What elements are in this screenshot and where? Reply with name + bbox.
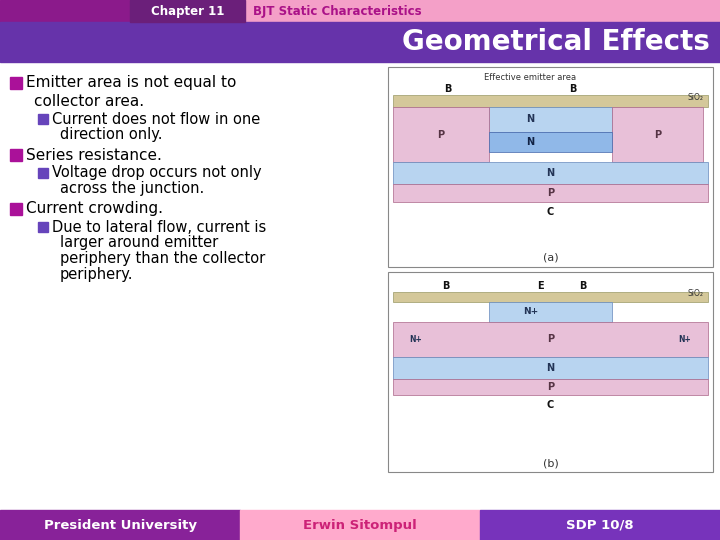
Text: P: P [547,188,554,198]
Text: Emitter area is not equal to: Emitter area is not equal to [26,76,236,91]
Text: P: P [547,382,554,392]
Bar [393,357,708,379]
Bar [393,379,708,395]
Bar [10,149,22,161]
Text: N: N [526,137,534,147]
Bar [38,114,48,124]
Bar [393,292,708,302]
Text: P: P [547,334,554,345]
Text: Geometrical Effects: Geometrical Effects [402,28,710,56]
Bar [0,22,720,62]
Bar [0,0,720,22]
Text: SDP 10/8: SDP 10/8 [566,518,634,531]
Text: B: B [570,84,577,94]
Bar [38,222,48,232]
Text: President University: President University [43,518,197,531]
Bar [393,184,708,202]
Bar [489,132,612,152]
Text: collector area.: collector area. [34,93,144,109]
Text: C: C [547,400,554,410]
Text: Series resistance.: Series resistance. [26,147,162,163]
Text: N: N [546,168,554,178]
Bar [393,162,708,184]
Bar [388,272,713,472]
Text: N: N [526,114,534,125]
Text: Voltage drop occurs not only: Voltage drop occurs not only [52,165,261,180]
Text: P: P [654,130,661,139]
Bar [393,95,708,107]
Bar [388,67,713,267]
Text: E: E [537,281,544,291]
Text: C: C [547,207,554,217]
Text: B: B [444,84,451,94]
Bar [0,0,130,22]
Text: N+: N+ [523,307,538,316]
Bar [480,510,720,540]
Bar [130,0,245,22]
Text: across the junction.: across the junction. [60,181,204,197]
Bar [612,107,703,162]
Text: periphery.: periphery. [60,267,133,282]
Bar [0,62,720,510]
Bar [0,510,240,540]
Text: SiO₂: SiO₂ [687,92,703,102]
Bar [393,107,489,162]
Bar [10,77,22,89]
Bar [38,168,48,178]
Bar [489,302,612,322]
Text: periphery than the collector: periphery than the collector [60,252,265,267]
Bar [240,510,480,540]
Text: N+: N+ [679,335,691,344]
Bar [489,107,612,132]
Text: SiO₂: SiO₂ [687,289,703,299]
Text: (a): (a) [543,252,558,262]
Bar [10,203,22,215]
Text: N: N [546,363,554,373]
Text: B: B [442,281,450,291]
Text: N+: N+ [410,335,423,344]
Text: BJT Static Characteristics: BJT Static Characteristics [253,4,422,17]
Text: Current crowding.: Current crowding. [26,201,163,217]
Text: Effective emitter area: Effective emitter area [485,72,577,82]
Text: Chapter 11: Chapter 11 [150,4,224,17]
Text: direction only.: direction only. [60,127,163,143]
Text: (b): (b) [543,459,559,469]
Text: Current does not flow in one: Current does not flow in one [52,111,260,126]
Text: Erwin Sitompul: Erwin Sitompul [303,518,417,531]
Text: P: P [437,130,444,139]
Text: Due to lateral flow, current is: Due to lateral flow, current is [52,219,266,234]
Bar [393,322,708,357]
Text: B: B [580,281,587,291]
Text: larger around emitter: larger around emitter [60,235,218,251]
